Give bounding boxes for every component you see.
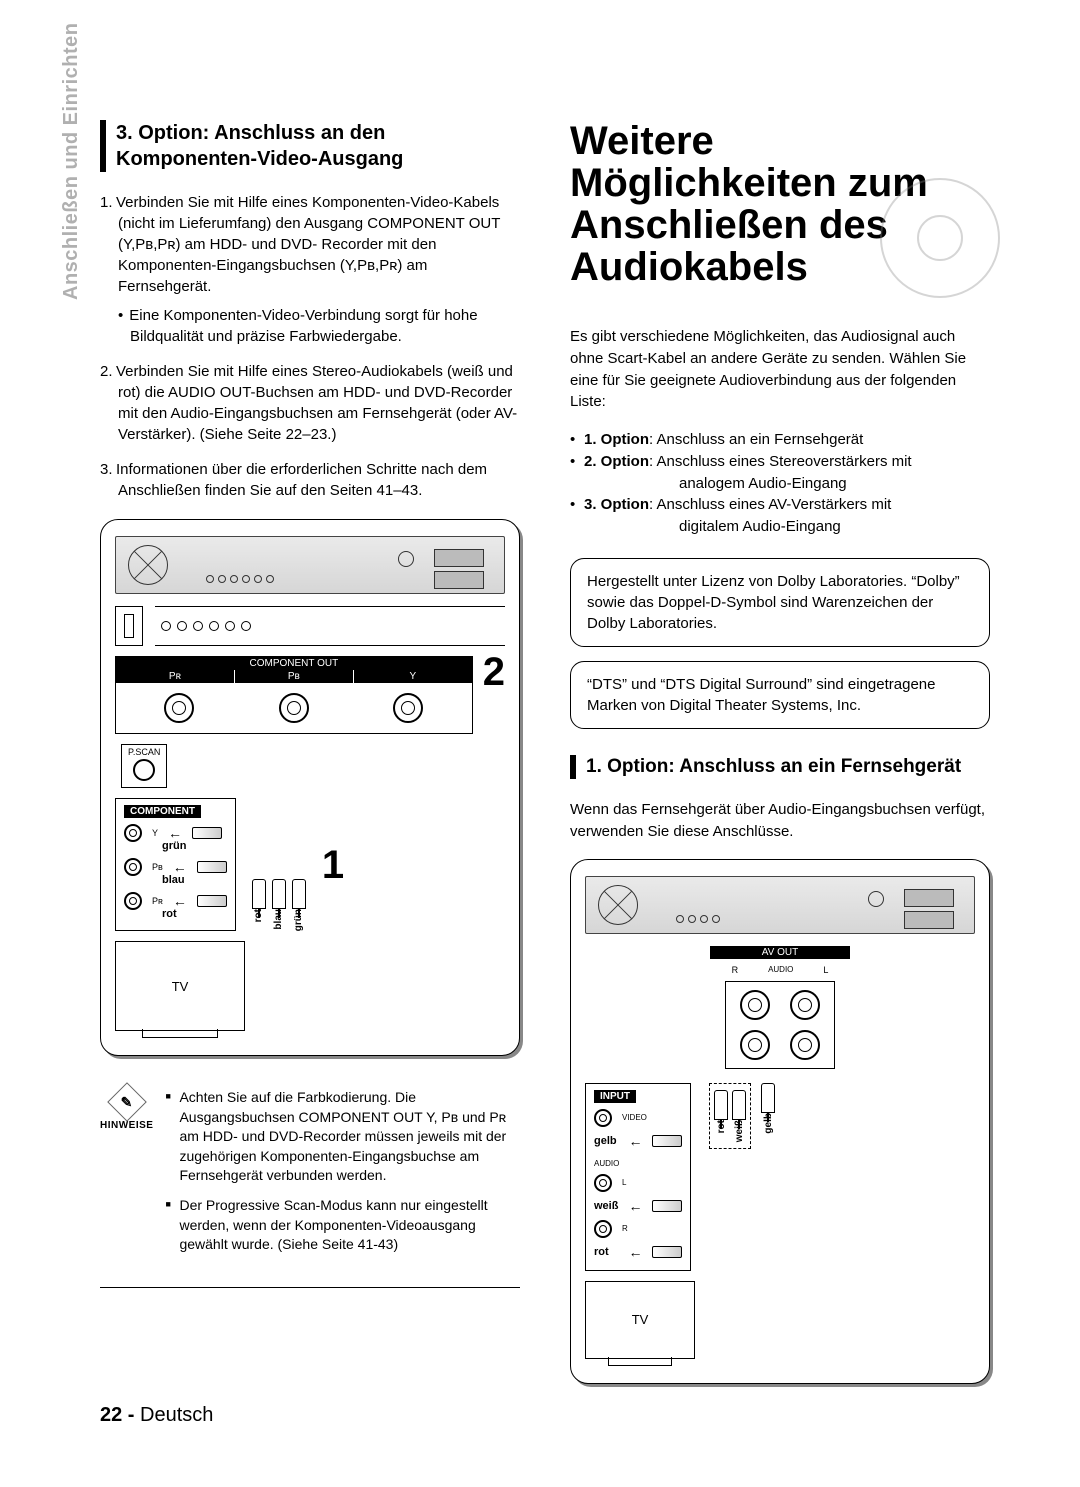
cable-plug-icon — [272, 879, 286, 909]
scart-port-icon — [434, 571, 484, 589]
page-number: 22 - Deutsch — [100, 1404, 213, 1427]
tv-box: TV — [585, 1281, 695, 1359]
plug-icon — [652, 1135, 682, 1147]
plug-icon — [652, 1246, 682, 1258]
scart-port-icon — [904, 889, 954, 907]
step-2: 2.Verbinden Sie mit Hilfe eines Stereo-A… — [118, 361, 520, 445]
jack-icon — [164, 693, 194, 723]
cable-plug-icon — [761, 1083, 775, 1113]
device-rear-panel — [115, 536, 505, 594]
jack-icon — [594, 1174, 612, 1192]
tv-input-panel: INPUT VIDEO gelb← AUDIO L weiß← — [585, 1083, 691, 1271]
scart-port-icon — [904, 911, 954, 929]
tv-panel-label: COMPONENT — [124, 805, 201, 818]
section-accent-bar — [100, 120, 106, 172]
diagram-step-number-2: 2 — [483, 652, 505, 692]
section-heading-right: 1. Option: Anschluss an ein Fernsehgerät — [570, 755, 990, 780]
small-jacks-row — [206, 575, 274, 583]
component-out-label: COMPONENT OUT — [116, 657, 472, 670]
pscan-button-icon — [133, 759, 155, 781]
section-accent-bar — [570, 755, 576, 780]
component-diagram: COMPONENT OUT Pʀ Pʙ Y — [100, 519, 520, 1056]
jack-icon — [740, 990, 770, 1020]
plug-icon — [192, 827, 222, 839]
power-socket-icon — [398, 551, 414, 567]
plug-icon — [197, 861, 227, 873]
jack-icon — [790, 990, 820, 1020]
page: Anschließen und Einrichten 3. Option: An… — [0, 0, 1080, 1487]
cable-plug-icon — [732, 1090, 746, 1120]
fan-icon — [598, 885, 638, 925]
option-item: 1. Option: Anschluss an ein Fernsehgerät — [570, 429, 990, 451]
left-column: 3. Option: Anschluss an den Komponenten-… — [100, 120, 520, 1427]
main-title: Weitere Möglichkeiten zum Anschließen de… — [570, 120, 990, 288]
step-3: 3.Informationen über die erforderlichen … — [118, 459, 520, 501]
note-item: Der Progressive Scan-Modus kann nur eing… — [165, 1196, 520, 1255]
note-diamond-icon: ✎ — [107, 1082, 147, 1122]
audio-group-label: AUDIO — [594, 1159, 682, 1168]
jack-icon — [740, 1030, 770, 1060]
columns: 3. Option: Anschluss an den Komponenten-… — [100, 120, 990, 1427]
arrow-left-icon: ← — [628, 1198, 642, 1214]
section-title: 3. Option: Anschluss an den Komponenten-… — [116, 120, 520, 172]
dolby-license-box: Hergestellt unter Lizenz von Dolby Labor… — [570, 558, 990, 647]
audio-diagram: AV OUT R AUDIO L INPUT — [570, 859, 990, 1384]
device-rear-panel — [585, 876, 975, 934]
step-1-sub: Eine Komponenten-Video-Verbindung sorgt … — [118, 305, 520, 347]
right-column: Weitere Möglichkeiten zum Anschließen de… — [570, 120, 990, 1427]
plug-icon — [652, 1200, 682, 1212]
side-connector-icon — [115, 606, 143, 646]
scart-port-icon — [434, 549, 484, 567]
numbered-steps: 1.Verbinden Sie mit Hilfe eines Komponen… — [100, 192, 520, 501]
jack-icon — [594, 1109, 612, 1127]
small-jacks-row — [676, 915, 720, 923]
note-item: Achten Sie auf die Farbkodierung. Die Au… — [165, 1088, 520, 1186]
option-item: 3. Option: Anschluss eines AV-Verstärker… — [570, 494, 990, 538]
power-socket-icon — [868, 891, 884, 907]
jack-icon — [393, 693, 423, 723]
chapter-sidebar-label: Anschließen und Einrichten — [60, 23, 83, 300]
tv-component-panel: COMPONENT Y ← grün Pʙ ← — [115, 798, 236, 931]
av-out-panel: AV OUT R AUDIO L — [585, 946, 975, 1069]
section-heading-left: 3. Option: Anschluss an den Komponenten-… — [100, 120, 520, 172]
cable-plug-icon — [252, 879, 266, 909]
diagram-step-number-1: 1 — [322, 845, 344, 885]
options-list: 1. Option: Anschluss an ein Fernsehgerät… — [570, 429, 990, 538]
plug-icon — [197, 895, 227, 907]
dts-license-box: “DTS” und “DTS Digital Surround” sind ei… — [570, 661, 990, 729]
jack-icon — [790, 1030, 820, 1060]
arrow-left-icon: ← — [168, 825, 182, 841]
cable-plug-icon — [714, 1090, 728, 1120]
option-item: 2. Option: Anschluss eines Stereoverstär… — [570, 451, 990, 495]
cable-plug-icon — [292, 879, 306, 909]
notes-block: ✎ HINWEISE Achten Sie auf die Farbkodier… — [100, 1076, 520, 1281]
section2-body: Wenn das Fernsehgerät über Audio-Eingang… — [570, 799, 990, 843]
intro-text: Es gibt verschiedene Möglichkeiten, das … — [570, 326, 990, 413]
arrow-left-icon: ← — [628, 1244, 642, 1260]
disc-graphic-icon — [880, 178, 1000, 298]
tv-box: TV — [115, 941, 245, 1031]
step-1: 1.Verbinden Sie mit Hilfe eines Komponen… — [118, 192, 520, 347]
connector-strip — [155, 606, 505, 646]
section-title: 1. Option: Anschluss an ein Fernsehgerät — [586, 755, 961, 780]
note-icon-column: ✎ HINWEISE — [100, 1088, 153, 1265]
arrow-left-icon: ← — [628, 1133, 642, 1149]
pscan-box: P.SCAN — [121, 744, 167, 788]
component-out-panel: COMPONENT OUT Pʀ Pʙ Y — [115, 656, 473, 734]
jack-icon — [594, 1220, 612, 1238]
divider — [100, 1287, 520, 1288]
audio-cable-pair: rot weiß — [709, 1083, 751, 1149]
fan-icon — [128, 545, 168, 585]
av-out-label: AV OUT — [710, 946, 850, 959]
arrow-left-icon: ← — [173, 859, 187, 875]
tv-panel-label: INPUT — [594, 1090, 636, 1103]
jack-icon — [279, 693, 309, 723]
arrow-left-icon: ← — [173, 893, 187, 909]
